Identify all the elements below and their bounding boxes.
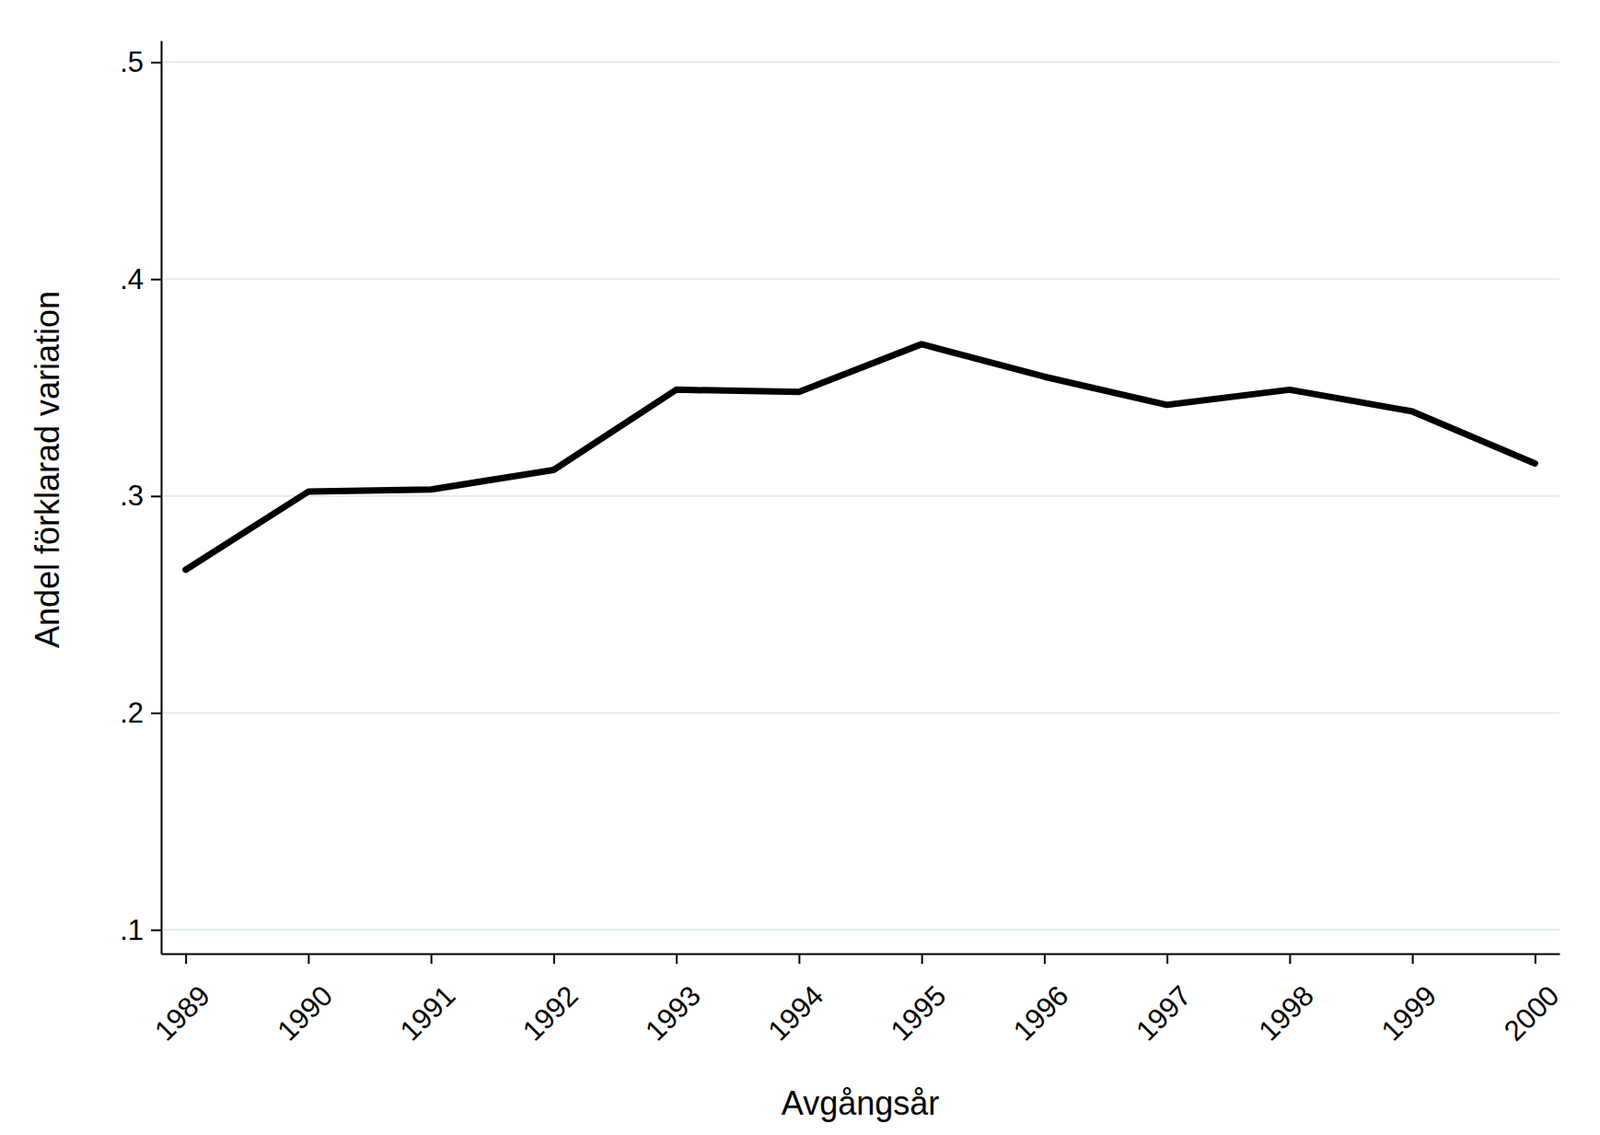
- y-axis: .1 .2 .3 .4 .5: [119, 41, 162, 955]
- x-tick-label: 1995: [884, 979, 953, 1048]
- grid-line: [161, 711, 1560, 714]
- x-axis: 1989 1990 1991 1992 1993 1994 1995 1996 1997 1998…: [148, 953, 1566, 1047]
- x-tick-mark: [921, 953, 924, 964]
- y-tick-mark: [150, 712, 162, 715]
- x-tick: 1998: [1252, 953, 1321, 1047]
- y-tick: .3: [119, 479, 162, 512]
- x-tick-mark: [185, 953, 187, 964]
- marks: [185, 344, 1536, 570]
- x-tick: 1992: [516, 953, 585, 1047]
- plot: .1.2.3.4.5198919901991199219931994199519…: [119, 41, 1566, 1048]
- y-tick-label: .4: [119, 263, 144, 296]
- grid-line: [161, 928, 1560, 931]
- y-tick: .1: [119, 914, 162, 947]
- y-tick: .4: [119, 263, 162, 296]
- x-tick-label: 1997: [1129, 979, 1198, 1048]
- y-tick-mark: [150, 929, 162, 932]
- y-axis-line: [161, 41, 163, 955]
- x-tick-mark: [798, 953, 800, 964]
- x-tick: 1993: [638, 953, 708, 1047]
- y-tick: .5: [119, 46, 162, 79]
- x-tick: 1990: [271, 953, 340, 1047]
- x-tick-mark: [430, 953, 433, 964]
- x-tick-label: 1994: [762, 979, 831, 1048]
- x-tick-label: 1993: [638, 979, 708, 1048]
- y-tick-mark: [150, 495, 162, 498]
- x-tick-mark: [1412, 953, 1415, 964]
- x-tick: 1994: [762, 953, 831, 1047]
- y-tick-label: .2: [119, 696, 144, 730]
- x-tick: 1995: [884, 953, 953, 1047]
- x-tick-mark: [1166, 953, 1169, 964]
- x-tick: 1989: [148, 953, 217, 1047]
- x-tick-label: 1991: [394, 979, 463, 1048]
- x-tick-mark: [1288, 953, 1291, 964]
- x-tick-mark: [675, 953, 678, 964]
- x-tick-label: 1999: [1375, 979, 1444, 1048]
- y-tick: .2: [119, 696, 162, 730]
- x-tick-label: 1996: [1007, 979, 1076, 1048]
- y-tick-mark: [150, 278, 162, 281]
- x-tick-label: 1990: [271, 979, 340, 1048]
- x-tick: 1997: [1129, 953, 1198, 1047]
- x-tick: 1991: [394, 953, 463, 1047]
- x-tick-mark: [1043, 953, 1046, 964]
- data-line: [185, 344, 1536, 570]
- grid-line: [161, 61, 1560, 64]
- x-tick-label: 2000: [1497, 979, 1566, 1048]
- y-axis-title: Andel förklarad variation: [28, 290, 67, 649]
- y-tick-label: .1: [119, 914, 144, 947]
- x-axis-title: Avgångsår: [781, 1084, 940, 1123]
- x-tick: 2000: [1497, 953, 1566, 1047]
- x-tick-label: 1989: [148, 979, 217, 1048]
- x-tick: 1999: [1375, 953, 1444, 1047]
- y-tick-label: .3: [119, 479, 144, 512]
- y-tick-label: .5: [119, 46, 144, 79]
- x-tick-mark: [1534, 953, 1537, 964]
- grid: [161, 62, 1560, 931]
- x-tick-label: 1998: [1252, 979, 1321, 1048]
- x-tick-mark: [307, 953, 310, 964]
- x-tick: 1996: [1007, 953, 1076, 1047]
- x-axis-line: [162, 953, 1561, 956]
- grid-line: [161, 278, 1560, 280]
- y-tick-mark: [150, 61, 162, 64]
- grid-line: [161, 495, 1560, 498]
- x-tick-mark: [553, 953, 556, 964]
- x-tick-label: 1992: [516, 979, 585, 1048]
- chart: .1.2.3.4.5198919901991199219931994199519…: [0, 0, 1600, 1135]
